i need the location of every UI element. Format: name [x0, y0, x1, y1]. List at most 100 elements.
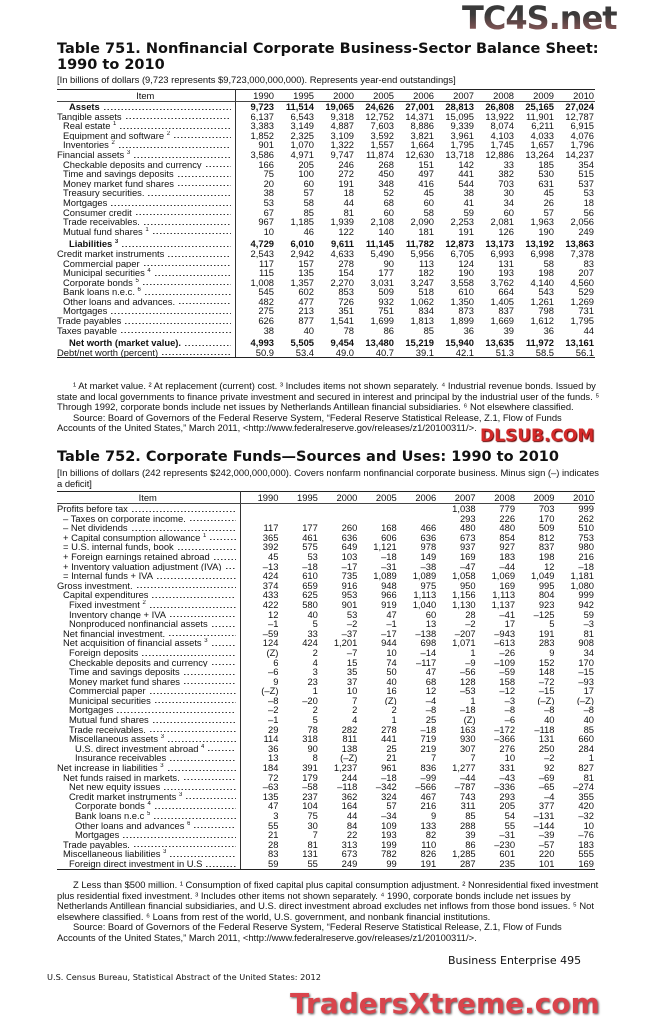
cell-value: –15: [578, 667, 594, 677]
cell-value: 278: [381, 724, 397, 735]
cell-value: 1,113: [413, 590, 437, 600]
cell-value: 3: [312, 667, 318, 677]
row-label-text: Trade payables: [57, 316, 122, 326]
row-label: + Capital consumption allowance 1: [57, 532, 241, 543]
cell-value: 1,156: [452, 590, 476, 600]
cell-value: 23: [307, 676, 318, 687]
row-label-text: Real estate: [63, 121, 111, 131]
cell-value: 198: [538, 551, 555, 562]
cell-value: 509: [538, 523, 555, 533]
row-label: Net funds raised in markets.: [57, 772, 241, 783]
cell-value: –53: [459, 686, 476, 696]
cell-value: 9: [430, 811, 437, 821]
cell-value: 164: [341, 801, 358, 811]
cell-value: 318: [302, 734, 318, 744]
cell-value: 4,103: [490, 130, 514, 141]
row-label: Time and savings deposits: [57, 667, 241, 677]
row-label-text: Mortgages: [63, 197, 108, 208]
cell-value: 509: [378, 287, 394, 297]
dot-leader: [169, 760, 236, 762]
cell-value: 1,795: [450, 140, 474, 150]
table-row: Trade payables. 28 81 313 199 110 86 –230 –57 183: [57, 839, 595, 850]
cell-value: 10: [504, 753, 516, 764]
cell-value: 1,852: [250, 130, 274, 141]
table-row: Money market fund shares 20 60 191 348 416 544…: [57, 178, 595, 189]
cell-value: 17: [504, 619, 516, 629]
cell-value: 420: [578, 801, 594, 811]
cell-value: 113: [419, 258, 434, 269]
footnote-ref: 5: [146, 811, 151, 817]
cell-value: 81: [343, 207, 354, 218]
cell-value: 13,922: [485, 111, 514, 122]
cell-value: 124: [262, 638, 279, 648]
cell-value: 249: [578, 226, 594, 237]
cell-value: 1,813: [410, 316, 434, 326]
dot-leader: [110, 204, 231, 206]
cell-value: 57: [386, 801, 397, 811]
cell-value: 84: [346, 820, 358, 831]
cell-value: 68: [383, 197, 394, 208]
table-751-source: Source: Board of Governors of the Federa…: [57, 411, 562, 434]
cell-value: 110: [421, 839, 437, 850]
cell-value: 4,633: [330, 248, 354, 259]
row-label: Commercial paper: [57, 258, 236, 269]
row-label: Commercial paper: [57, 686, 241, 696]
cell-value: 27,001: [405, 101, 434, 112]
cell-value: 282: [341, 724, 358, 735]
cell-value: 235: [476, 858, 517, 870]
year-header: 2010: [555, 491, 595, 504]
row-label-text: Consumer credit: [63, 207, 132, 218]
row-label-text: Mutual fund shares: [69, 715, 149, 725]
cell-value: 1,070: [290, 140, 314, 150]
row-label: Capital expenditures: [57, 590, 241, 600]
cell-value: 250: [538, 743, 555, 754]
cell-value: 72: [268, 772, 279, 783]
row-label: Net financial investment.: [57, 628, 241, 639]
cell-value: –366: [494, 734, 516, 744]
cell-value: (Z): [463, 715, 476, 725]
dot-leader: [161, 354, 231, 356]
dot-leader: [141, 284, 231, 286]
cell-value: 45: [268, 551, 279, 562]
year-header: 2006: [397, 491, 438, 504]
table-row: Municipal securities –8 –20 7 (Z) –4 1 –3 (–Z) (–…: [57, 695, 595, 706]
cell-value: 56.1: [555, 347, 595, 359]
row-label-text: Other loans and advances: [75, 820, 185, 831]
table-row: Mortgages 53 58 44 68 60 41 34 26 18: [57, 197, 595, 208]
cell-value: 4,887: [330, 121, 354, 131]
footnote-ref: 6: [137, 287, 141, 294]
cell-value: 6,915: [570, 121, 594, 131]
cell-value: 980: [578, 542, 594, 552]
cell-value: 53: [583, 188, 594, 198]
cell-value: 424: [262, 571, 279, 581]
cell-value: 49.0: [315, 347, 355, 359]
dot-leader: [182, 779, 236, 781]
cell-value: 26: [543, 197, 554, 208]
cell-value: 873: [458, 306, 474, 317]
table-row: Financial assets 3 3,586 4,971 9,747 11,874 1…: [57, 149, 595, 160]
dot-leader: [167, 740, 236, 742]
cell-value: 81: [583, 772, 594, 783]
row-label-text: Commercial paper: [63, 258, 140, 269]
cell-value: 1,089: [412, 571, 437, 581]
row-label: Net acquisition of financial assets 3: [57, 638, 241, 648]
cell-value: 15,095: [445, 111, 474, 122]
cell-value: 45: [423, 188, 434, 198]
row-label: Bank loans n.e.c. 6: [57, 287, 236, 297]
row-label-text: Mutual fund shares: [63, 226, 143, 237]
cell-value: 953: [341, 590, 358, 600]
cell-value: 44: [583, 325, 594, 336]
table-752-source: Source: Board of Governors of the Federa…: [57, 921, 562, 943]
cell-value: 664: [498, 287, 514, 297]
cell-value: 1,899: [450, 316, 474, 326]
row-label-text: + Inventory valuation adjustment (IVA): [63, 561, 222, 572]
row-label-text: Capital expenditures: [63, 590, 149, 600]
cell-value: 16: [386, 686, 397, 696]
cell-value: –8: [504, 705, 516, 716]
cell-value: 42.1: [435, 347, 475, 359]
cell-value: 170: [538, 513, 555, 524]
cell-value: –14: [420, 647, 437, 658]
dot-leader: [124, 118, 231, 120]
cell-value: 244: [341, 772, 358, 783]
cell-value: 190: [538, 226, 554, 237]
